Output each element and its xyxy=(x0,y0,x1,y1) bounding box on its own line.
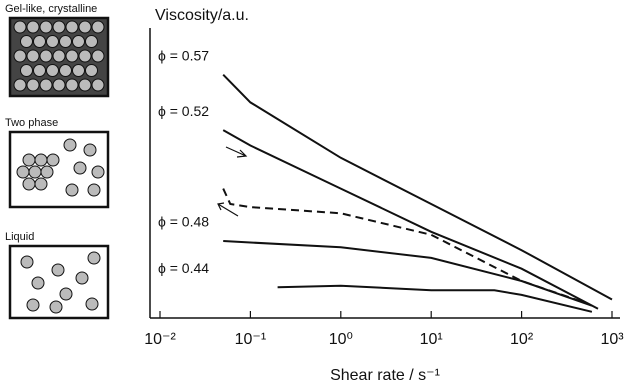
particle xyxy=(75,271,89,285)
particle xyxy=(91,20,105,34)
x-tick-label: 10⁻¹ xyxy=(235,331,267,348)
particle xyxy=(28,165,42,179)
particle xyxy=(34,153,48,167)
x-tick-label: 10² xyxy=(510,331,534,348)
particle xyxy=(91,78,105,92)
particle xyxy=(13,20,27,34)
particle xyxy=(87,183,101,197)
particle xyxy=(59,287,73,301)
particle xyxy=(13,78,27,92)
particle xyxy=(63,138,77,152)
particle xyxy=(46,35,59,48)
x-tick-label: 10⁻² xyxy=(144,331,176,348)
particle xyxy=(46,64,59,77)
particle xyxy=(65,20,79,34)
panel-label: Liquid xyxy=(5,231,34,243)
particle xyxy=(20,35,33,48)
curve xyxy=(222,73,613,301)
particle xyxy=(39,49,53,63)
particle xyxy=(85,64,98,77)
particle xyxy=(34,177,48,191)
panel-label: Gel-like, crystalline xyxy=(5,3,97,15)
particle xyxy=(22,153,36,167)
particle xyxy=(83,143,97,157)
particle xyxy=(65,49,79,63)
panel-label: Two phase xyxy=(5,117,58,129)
particle xyxy=(72,64,85,77)
curve xyxy=(223,240,593,307)
particle xyxy=(33,64,46,77)
particle xyxy=(26,49,40,63)
particle xyxy=(78,78,92,92)
particle xyxy=(49,300,63,314)
particle xyxy=(59,64,72,77)
particle xyxy=(73,161,87,175)
y-axis-title: Viscosity/a.u. xyxy=(155,7,249,24)
particle xyxy=(78,20,92,34)
particle xyxy=(52,20,66,34)
particle xyxy=(26,298,40,312)
particles xyxy=(13,20,105,314)
curve xyxy=(277,284,593,313)
curve-label: ϕ = 0.52 xyxy=(158,103,209,119)
particle xyxy=(40,165,54,179)
curve-label: ϕ = 0.44 xyxy=(158,260,209,276)
particle xyxy=(20,64,33,77)
particle xyxy=(91,49,105,63)
particle xyxy=(39,20,53,34)
curve-label: ϕ = 0.48 xyxy=(158,214,209,230)
arrow xyxy=(225,146,248,158)
particle xyxy=(85,35,98,48)
particle xyxy=(22,177,36,191)
particle xyxy=(13,49,27,63)
particle xyxy=(39,78,53,92)
particle xyxy=(78,49,92,63)
particle xyxy=(65,78,79,92)
arrow xyxy=(217,202,239,217)
x-axis-title: Shear rate / s⁻¹ xyxy=(330,367,440,384)
particle xyxy=(20,255,34,269)
particle xyxy=(72,35,85,48)
x-tick-label: 10¹ xyxy=(420,331,443,348)
particle xyxy=(87,251,101,265)
x-tick-label: 10³ xyxy=(600,331,624,348)
dashed-curve xyxy=(222,188,586,304)
curve xyxy=(222,129,599,310)
particle xyxy=(46,153,60,167)
particle xyxy=(33,35,46,48)
particle xyxy=(65,183,79,197)
curve-label: ϕ = 0.57 xyxy=(158,47,209,63)
particle xyxy=(16,165,30,179)
particle xyxy=(26,78,40,92)
particle xyxy=(85,297,99,311)
x-tick-label: 10⁰ xyxy=(329,331,353,348)
particle xyxy=(91,165,105,179)
particle xyxy=(52,49,66,63)
particle xyxy=(59,35,72,48)
particle xyxy=(51,263,65,277)
particle xyxy=(31,276,45,290)
particle xyxy=(26,20,40,34)
particle xyxy=(52,78,66,92)
